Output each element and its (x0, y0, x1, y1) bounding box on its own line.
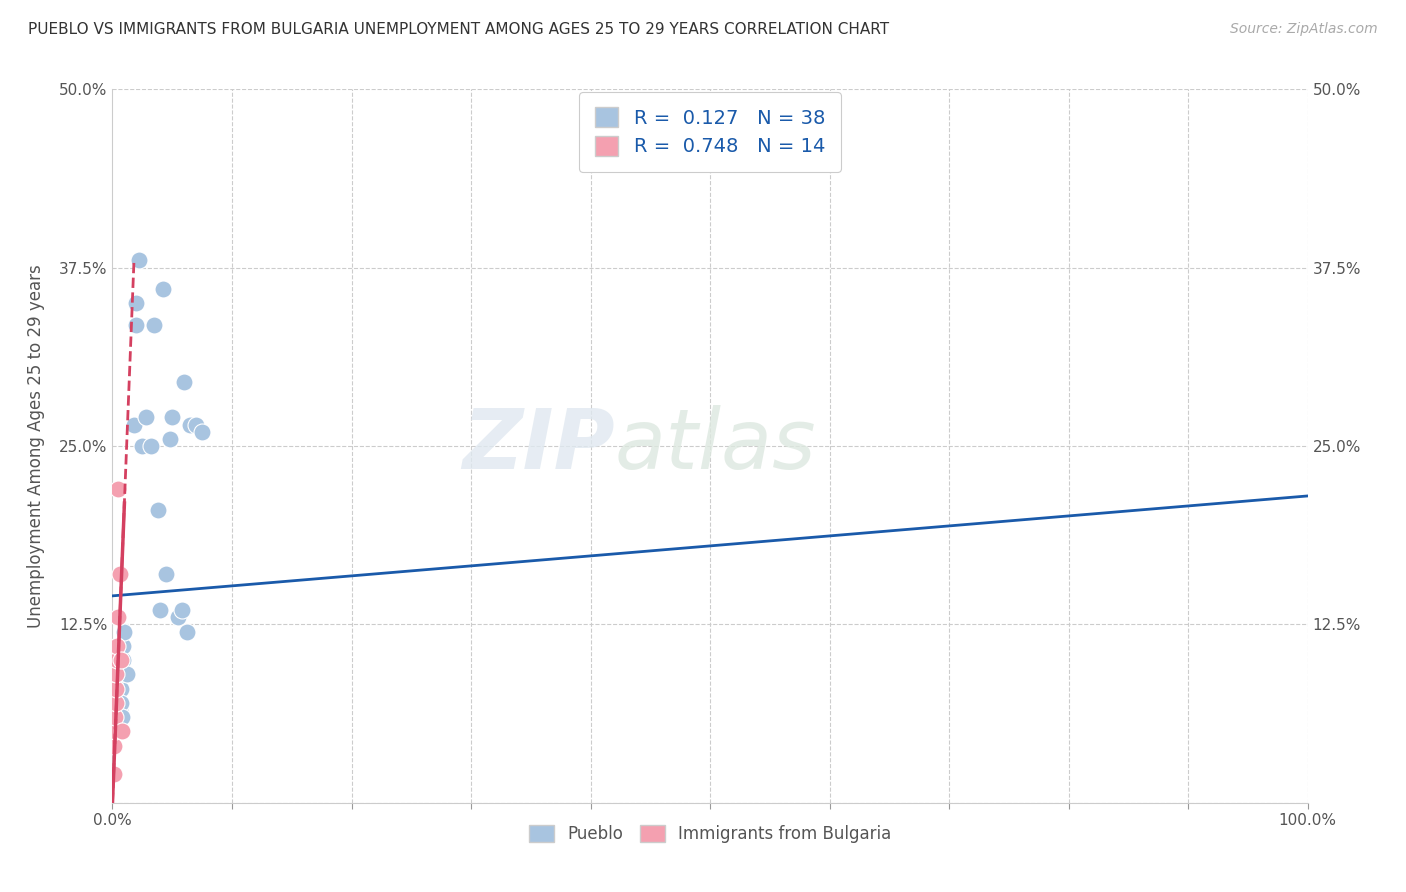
Point (104, 710, 127, 724)
Point (122, 417, 145, 432)
Point (108, 567, 131, 582)
Point (110, 653, 132, 667)
Point (139, 439, 162, 453)
Text: ZIP: ZIP (461, 406, 614, 486)
Point (112, 639, 135, 653)
Y-axis label: Unemployment Among Ages 25 to 29 years: Unemployment Among Ages 25 to 29 years (27, 264, 45, 628)
Point (107, 674, 129, 689)
Point (135, 410, 157, 425)
Point (107, 667, 129, 681)
Point (152, 282, 174, 296)
Point (146, 503, 169, 517)
Legend: Pueblo, Immigrants from Bulgaria: Pueblo, Immigrants from Bulgaria (520, 817, 900, 852)
Point (111, 710, 134, 724)
Point (162, 410, 183, 425)
Point (125, 318, 148, 332)
Text: PUEBLO VS IMMIGRANTS FROM BULGARIA UNEMPLOYMENT AMONG AGES 25 TO 29 YEARS CORREL: PUEBLO VS IMMIGRANTS FROM BULGARIA UNEMP… (28, 22, 889, 37)
Point (143, 318, 166, 332)
Point (128, 253, 150, 268)
Point (115, 667, 138, 681)
Point (110, 681, 132, 696)
Point (114, 624, 135, 639)
Point (170, 603, 193, 617)
Point (108, 703, 131, 717)
Point (173, 375, 195, 389)
Point (104, 724, 127, 739)
Point (105, 667, 128, 681)
Point (191, 425, 214, 439)
Text: atlas: atlas (614, 406, 815, 486)
Point (107, 610, 129, 624)
Point (103, 767, 125, 781)
Point (110, 667, 132, 681)
Point (155, 567, 177, 582)
Point (108, 681, 131, 696)
Point (105, 653, 128, 667)
Point (105, 696, 128, 710)
Point (176, 624, 198, 639)
Point (107, 660, 129, 674)
Point (111, 724, 134, 739)
Point (107, 653, 129, 667)
Text: Source: ZipAtlas.com: Source: ZipAtlas.com (1230, 22, 1378, 37)
Point (167, 610, 190, 624)
Point (110, 696, 132, 710)
Point (107, 689, 129, 703)
Point (108, 696, 131, 710)
Point (103, 739, 125, 753)
Point (105, 681, 128, 696)
Point (125, 296, 148, 310)
Point (179, 417, 201, 432)
Point (149, 603, 172, 617)
Point (107, 482, 129, 496)
Point (186, 417, 208, 432)
Point (107, 681, 129, 696)
Point (112, 653, 135, 667)
Point (131, 439, 153, 453)
Point (159, 432, 181, 446)
Point (105, 639, 128, 653)
